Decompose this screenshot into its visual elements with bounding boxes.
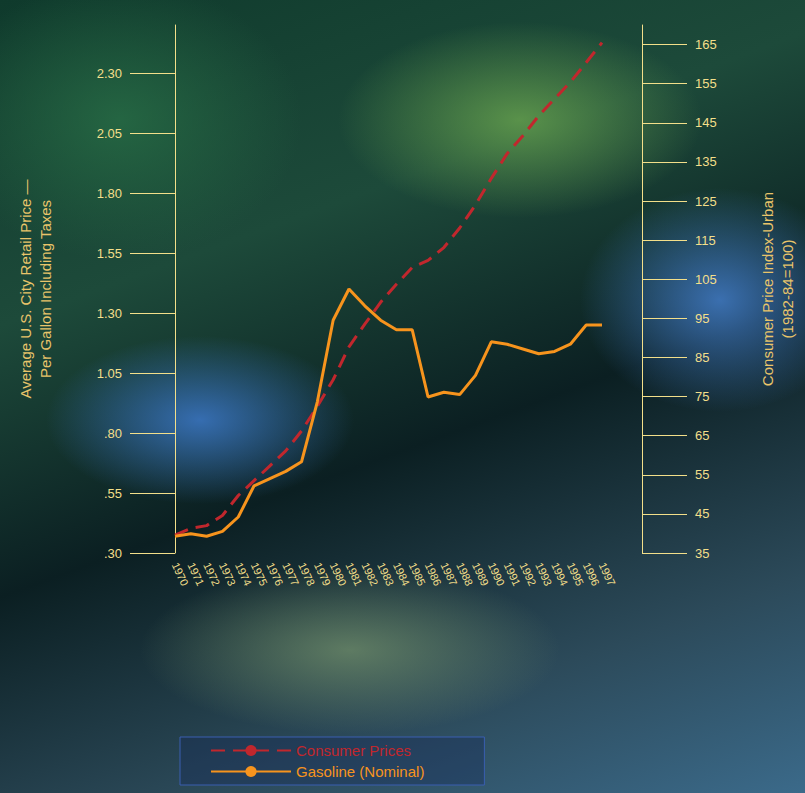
svg-text:1.05: 1.05	[97, 366, 122, 381]
svg-text:.55: .55	[104, 486, 122, 501]
svg-text:1973: 1973	[217, 560, 239, 588]
svg-text:1975: 1975	[248, 560, 270, 588]
svg-text:1996: 1996	[580, 560, 602, 588]
svg-text:115: 115	[695, 233, 716, 248]
svg-text:1995: 1995	[564, 560, 587, 588]
svg-text:1981: 1981	[343, 560, 365, 588]
svg-text:1976: 1976	[264, 560, 286, 588]
svg-text:1982: 1982	[359, 560, 381, 588]
svg-text:1986: 1986	[422, 560, 444, 588]
svg-text:75: 75	[695, 389, 709, 404]
svg-text:1.30: 1.30	[97, 306, 122, 321]
svg-text:1989: 1989	[470, 560, 492, 588]
svg-text:.30: .30	[104, 546, 122, 561]
svg-text:1.80: 1.80	[97, 186, 122, 201]
svg-text:1993: 1993	[533, 560, 555, 588]
svg-text:1987: 1987	[438, 560, 460, 588]
svg-text:1978: 1978	[296, 560, 318, 588]
svg-text:145: 145	[695, 115, 717, 130]
svg-text:1992: 1992	[517, 560, 539, 588]
svg-text:55: 55	[695, 467, 709, 482]
svg-text:(1982-84=100): (1982-84=100)	[779, 240, 796, 339]
svg-text:Gasoline (Nominal): Gasoline (Nominal)	[296, 763, 424, 780]
svg-text:135: 135	[695, 154, 717, 169]
svg-text:125: 125	[695, 194, 717, 209]
svg-text:1985: 1985	[406, 560, 428, 588]
svg-text:2.30: 2.30	[97, 66, 122, 81]
svg-text:Consumer Price Index-Urban: Consumer Price Index-Urban	[759, 192, 776, 386]
svg-text:Per Gallon Including Taxes: Per Gallon Including Taxes	[37, 200, 54, 378]
svg-text:1994: 1994	[549, 560, 571, 588]
svg-text:1988: 1988	[454, 560, 476, 588]
svg-text:1972: 1972	[201, 560, 223, 588]
svg-text:Average U.S. City Retail Price: Average U.S. City Retail Price —	[17, 180, 34, 399]
svg-text:1991: 1991	[501, 560, 523, 588]
svg-text:65: 65	[695, 428, 709, 443]
svg-text:165: 165	[695, 37, 717, 52]
svg-text:45: 45	[695, 506, 709, 521]
svg-text:2.05: 2.05	[97, 126, 122, 141]
svg-text:1997: 1997	[597, 560, 618, 587]
svg-text:1990: 1990	[485, 560, 508, 588]
svg-text:Consumer Prices: Consumer Prices	[296, 742, 411, 759]
svg-text:1979: 1979	[311, 560, 334, 588]
svg-text:1977: 1977	[280, 560, 302, 588]
svg-text:155: 155	[695, 76, 717, 91]
svg-text:105: 105	[695, 272, 717, 287]
svg-text:1970: 1970	[169, 560, 191, 588]
svg-text:.80: .80	[104, 426, 122, 441]
svg-text:1980: 1980	[327, 560, 349, 588]
svg-text:1971: 1971	[185, 560, 207, 588]
svg-text:1974: 1974	[232, 560, 254, 588]
svg-text:1983: 1983	[375, 560, 397, 588]
svg-text:85: 85	[695, 350, 709, 365]
svg-text:35: 35	[695, 546, 709, 561]
svg-text:95: 95	[695, 311, 709, 326]
svg-text:1984: 1984	[391, 560, 413, 588]
svg-text:1.55: 1.55	[97, 246, 122, 261]
